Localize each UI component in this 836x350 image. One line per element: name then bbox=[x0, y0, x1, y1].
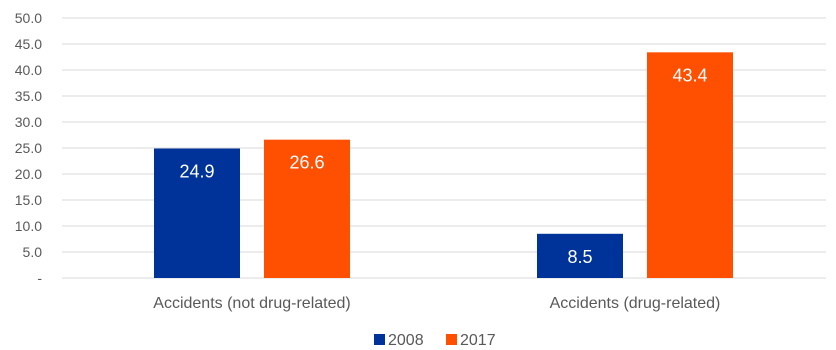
data-label: 43.4 bbox=[672, 65, 707, 85]
bar-2008-1 bbox=[537, 233, 623, 278]
legend-swatch-2017 bbox=[446, 334, 457, 345]
legend-swatch-2008 bbox=[374, 334, 385, 345]
data-label: 26.6 bbox=[289, 153, 324, 173]
y-tick-label: 20.0 bbox=[15, 166, 42, 182]
bars bbox=[154, 52, 733, 278]
x-axis-category-labels: Accidents (not drug-related) Accidents (d… bbox=[153, 295, 720, 312]
data-labels: 24.9 8.5 26.6 43.4 bbox=[179, 65, 707, 266]
y-tick-label: - bbox=[37, 270, 42, 286]
bar-2008-0 bbox=[154, 148, 240, 278]
y-tick-label: 25.0 bbox=[15, 140, 42, 156]
legend-label: 2008 bbox=[388, 332, 424, 349]
y-tick-label: 5.0 bbox=[23, 244, 43, 260]
y-tick-label: 10.0 bbox=[15, 218, 42, 234]
y-axis-tick-labels: - 5.0 10.0 15.0 20.0 25.0 30.0 35.0 40.0 45.0 50.0 bbox=[15, 10, 43, 286]
bar-2017-0 bbox=[264, 139, 350, 278]
data-label: 8.5 bbox=[567, 247, 592, 267]
y-tick-label: 40.0 bbox=[15, 62, 42, 78]
y-tick-label: 45.0 bbox=[15, 36, 42, 52]
y-tick-label: 50.0 bbox=[15, 10, 42, 26]
bar-2017-1 bbox=[647, 52, 733, 278]
data-label: 24.9 bbox=[179, 162, 214, 182]
legend-label: 2017 bbox=[460, 332, 496, 349]
y-tick-label: 35.0 bbox=[15, 88, 42, 104]
y-tick-label: 30.0 bbox=[15, 114, 42, 130]
y-tick-label: 15.0 bbox=[15, 192, 42, 208]
x-category-label: Accidents (not drug-related) bbox=[153, 295, 350, 312]
x-category-label: Accidents (drug-related) bbox=[550, 295, 721, 312]
legend: 2008 2017 bbox=[374, 332, 496, 349]
